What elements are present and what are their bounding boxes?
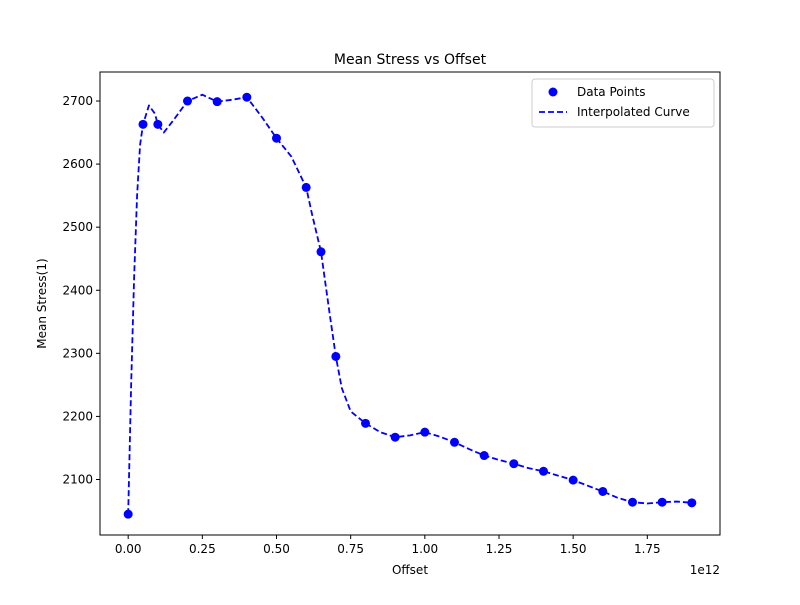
y-tick-label: 2600: [62, 157, 93, 171]
x-tick-label: 1.00: [411, 542, 438, 556]
data-point: [449, 437, 459, 447]
data-point: [153, 119, 163, 129]
data-point: [138, 119, 148, 129]
chart-title: Mean Stress vs Offset: [334, 52, 487, 68]
data-point: [183, 96, 193, 106]
data-point: [331, 351, 341, 361]
legend-label-data-points: Data Points: [577, 85, 646, 99]
x-axis-label: Offset: [392, 563, 428, 577]
y-tick-label: 2700: [62, 94, 93, 108]
y-tick-label: 2400: [62, 283, 93, 297]
data-point: [123, 509, 133, 519]
x-tick-label: 1.50: [560, 542, 587, 556]
x-axis-multiplier: 1e12: [690, 563, 720, 577]
y-axis-label: Mean Stress(1): [35, 258, 49, 348]
data-point: [687, 498, 697, 508]
y-tick-label: 2500: [62, 220, 93, 234]
data-point: [272, 133, 282, 143]
legend-label-interpolated-curve: Interpolated Curve: [577, 105, 690, 119]
axes-frame: [99, 71, 721, 536]
legend-marker-data-points: [548, 87, 558, 97]
data-point: [212, 97, 222, 107]
data-point: [316, 247, 326, 257]
data-point: [301, 182, 311, 192]
ticks: 0.00 0.25 0.50 0.75 1.00 1.25 1.50 1.75 2100 2200…: [62, 94, 660, 556]
data-point: [479, 451, 489, 461]
data-point: [657, 497, 667, 507]
legend: Data Points Interpolated Curve: [531, 78, 715, 128]
x-tick-label: 0.00: [115, 542, 142, 556]
x-tick-label: 0.75: [337, 542, 364, 556]
data-point: [420, 427, 430, 437]
x-tick-label: 1.75: [634, 542, 661, 556]
data-point: [361, 418, 371, 428]
y-tick-label: 2200: [62, 409, 93, 423]
data-point: [509, 459, 519, 469]
plot-area: [123, 92, 697, 519]
x-tick-label: 0.25: [189, 542, 216, 556]
data-point: [568, 475, 578, 485]
data-point: [598, 486, 608, 496]
data-point: [627, 497, 637, 507]
data-point: [390, 432, 400, 442]
data-point: [538, 466, 548, 476]
y-tick-label: 2100: [62, 472, 93, 486]
legend-box: [531, 78, 715, 128]
x-tick-label: 0.50: [263, 542, 290, 556]
data-point: [242, 92, 252, 102]
x-tick-label: 1.25: [486, 542, 513, 556]
y-tick-label: 2300: [62, 346, 93, 360]
